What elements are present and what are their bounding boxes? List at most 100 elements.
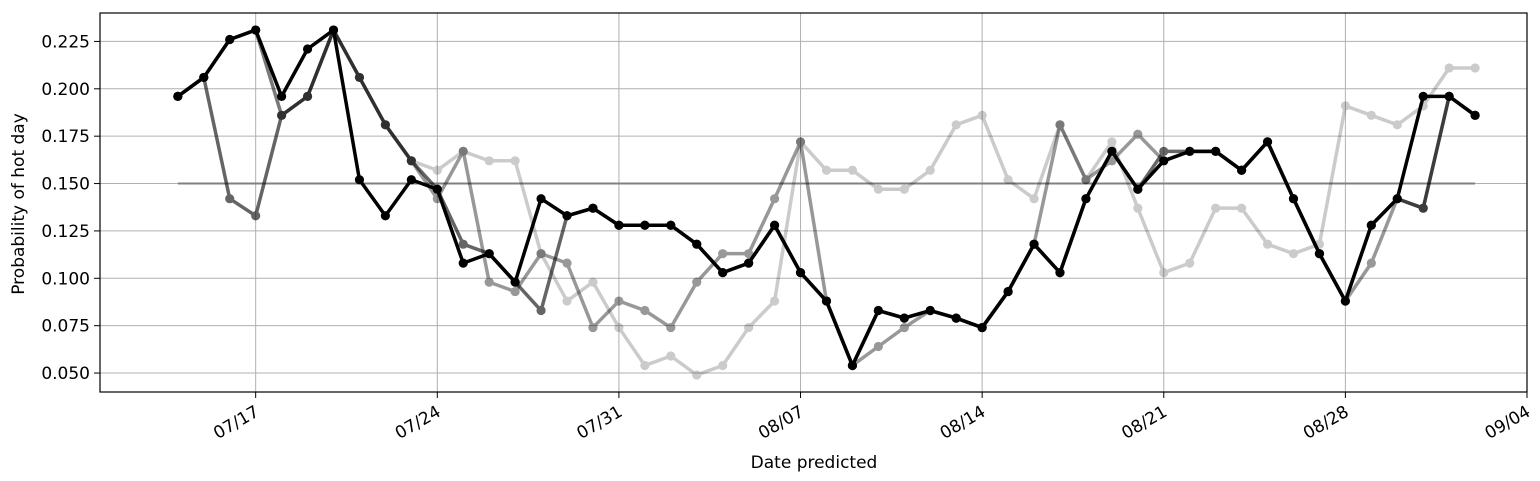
y-tick-label: 0.225 [41, 32, 90, 52]
data-point [899, 322, 909, 333]
data-point [1159, 268, 1169, 278]
data-point [1211, 203, 1221, 213]
data-point [302, 91, 313, 101]
data-point [1133, 129, 1143, 139]
data-point [718, 249, 728, 259]
data-point [1288, 194, 1299, 204]
data-point [380, 120, 390, 130]
data-point [847, 360, 858, 371]
y-axis-label: Probability of hot day [9, 113, 29, 295]
data-point [458, 146, 468, 156]
data-point [588, 277, 598, 287]
data-point [1133, 184, 1143, 194]
data-point [225, 34, 235, 45]
data-point [873, 305, 883, 316]
data-point [225, 194, 235, 204]
data-point [1418, 91, 1428, 101]
data-point [328, 25, 339, 35]
data-point [458, 146, 468, 156]
data-point [380, 211, 390, 221]
data-point [1237, 203, 1247, 213]
y-tick-label: 0.075 [41, 317, 90, 337]
data-point [873, 184, 883, 194]
data-point [173, 91, 183, 101]
data-point [1444, 91, 1454, 101]
data-point [484, 156, 494, 166]
data-point [1055, 120, 1065, 130]
data-point [536, 194, 546, 204]
data-point [562, 258, 572, 268]
data-point [1029, 239, 1039, 249]
data-point [1237, 165, 1247, 175]
data-point [1211, 146, 1221, 156]
data-point [1366, 258, 1376, 268]
data-point [1133, 203, 1143, 213]
data-point [458, 258, 468, 268]
y-tick-label: 0.200 [41, 80, 90, 100]
data-point [614, 322, 624, 333]
data-point [510, 277, 520, 287]
data-point [925, 165, 935, 175]
data-point [1444, 63, 1454, 73]
data-point [718, 268, 728, 278]
data-point [354, 72, 365, 83]
data-point [1470, 63, 1480, 73]
x-axis-label: Date predicted [751, 453, 878, 473]
data-point [1185, 258, 1195, 268]
data-point [277, 110, 287, 120]
data-point [692, 239, 702, 249]
data-point [588, 203, 598, 213]
data-point [951, 120, 961, 130]
data-point [1366, 220, 1376, 230]
data-point [977, 110, 987, 120]
data-point [744, 322, 754, 333]
data-point [1081, 175, 1091, 185]
data-point [692, 370, 702, 380]
data-point [666, 220, 676, 230]
data-point [821, 165, 832, 175]
data-point [718, 360, 728, 371]
data-point [692, 277, 702, 287]
y-tick-label: 0.175 [41, 127, 90, 147]
data-point [614, 296, 624, 306]
data-point [251, 211, 261, 221]
series-layer [173, 25, 1480, 380]
data-point [406, 175, 416, 185]
data-point [251, 25, 261, 35]
data-point [925, 305, 935, 316]
y-tick-label: 0.125 [41, 222, 90, 242]
data-point [951, 313, 961, 323]
data-point [795, 268, 806, 278]
data-point [484, 249, 494, 259]
data-point [562, 211, 572, 221]
data-point [1392, 120, 1402, 130]
data-point [1262, 137, 1273, 147]
data-point [1159, 156, 1169, 166]
data-point [588, 322, 598, 333]
data-point [769, 194, 780, 204]
y-tick-label: 0.050 [41, 364, 90, 384]
data-point [354, 175, 365, 185]
data-point [277, 91, 287, 101]
data-point [1055, 268, 1065, 278]
data-point [666, 322, 676, 333]
y-tick-label: 0.100 [41, 269, 90, 289]
data-point [1107, 137, 1117, 147]
data-point [1107, 146, 1117, 156]
data-point [1418, 203, 1428, 213]
data-point [1366, 110, 1376, 120]
data-point [744, 249, 754, 259]
data-point [744, 258, 754, 268]
data-point [484, 277, 494, 287]
data-point [666, 351, 676, 361]
data-point [536, 305, 546, 316]
data-point [1470, 110, 1480, 120]
data-point [640, 305, 650, 316]
data-point [899, 313, 909, 323]
data-point [769, 296, 780, 306]
data-point [510, 286, 520, 297]
data-point [640, 360, 650, 371]
data-point [847, 165, 858, 175]
series-4 [173, 25, 1480, 371]
